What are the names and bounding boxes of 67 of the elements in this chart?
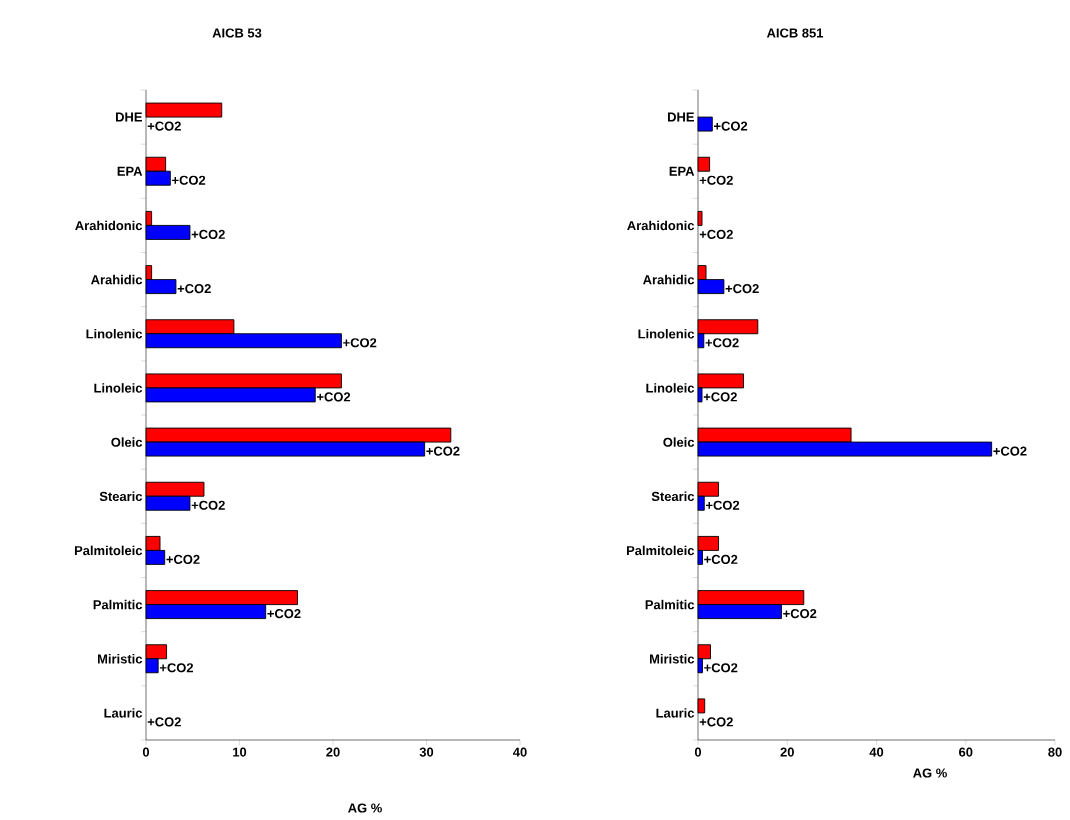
text: +CO2 — [159, 663, 194, 673]
y-tick-label: Arahidic — [90, 274, 143, 285]
y-tick-label: Linoleic — [646, 383, 695, 393]
x-tick-label: 40 — [869, 747, 884, 757]
text: +CO2 — [706, 500, 740, 510]
y-tick-label: Arahidonic — [75, 220, 143, 231]
series-label: +CO2 — [191, 229, 225, 239]
text: +CO2 — [166, 554, 200, 564]
x-axis-title: AG % — [348, 803, 382, 813]
y-tick-label: Linolenic — [638, 328, 695, 339]
text: +CO2 — [177, 283, 211, 294]
chart-title: AICB 53 — [212, 28, 262, 38]
y-tick-label: DHE — [116, 112, 142, 122]
bar — [697, 116, 713, 132]
y-tick-label: Palmitoleic — [626, 545, 695, 556]
y-tick-label: Lauric — [656, 708, 695, 718]
text: +CO2 — [704, 663, 738, 673]
text: +CO2 — [267, 608, 301, 619]
y-tick-label: Stearic — [651, 491, 695, 501]
text: +CO2 — [705, 338, 739, 348]
y-tick-label: Lauric — [104, 708, 143, 718]
text: +CO2 — [993, 446, 1027, 456]
y-tick-label: Stearic — [99, 491, 143, 501]
text: +CO2 — [783, 608, 817, 619]
x-tick-label: 80 — [1048, 747, 1062, 757]
chart-title: AICB 851 — [766, 28, 824, 38]
x-tick-label: 40 — [513, 747, 527, 757]
bar — [697, 698, 706, 714]
y-tick-label: Palmitic — [645, 599, 695, 610]
x-tick-label: 0 — [694, 747, 702, 757]
text: +CO2 — [699, 717, 733, 727]
y-tick-label: Arahidic — [643, 274, 695, 285]
text: +CO2 — [704, 554, 738, 564]
text: +CO2 — [699, 229, 733, 239]
bar — [697, 156, 711, 172]
x-tick-label: 30 — [419, 747, 434, 757]
text: +CO2 — [725, 283, 759, 294]
y-tick-label: EPA — [669, 166, 695, 176]
text: +CO2 — [172, 175, 206, 185]
series-label: +CO2 — [714, 121, 748, 131]
text: +CO2 — [147, 717, 181, 727]
y-tick-label: DHE — [668, 112, 694, 122]
x-tick-label: 20 — [780, 747, 794, 757]
text: +CO2 — [343, 338, 377, 348]
x-tick-label: 0 — [142, 747, 150, 757]
text: +CO2 — [703, 392, 737, 402]
y-tick-label: Oleic — [111, 437, 143, 447]
y-tick-label: Linolenic — [86, 328, 143, 339]
text: +CO2 — [426, 446, 460, 456]
y-tick-label: Linoleic — [94, 383, 143, 393]
bar — [145, 102, 223, 118]
text: +CO2 — [147, 121, 181, 131]
y-tick-label: Palmitic — [93, 599, 143, 610]
y-tick-label: Arahidonic — [627, 220, 695, 231]
text: +CO2 — [699, 175, 733, 185]
y-tick-label: EPA — [117, 166, 143, 176]
y-tick-label: Miristic — [650, 653, 695, 664]
y-tick-label: Miristic — [98, 653, 143, 664]
x-tick-label: 20 — [326, 747, 340, 757]
bar — [697, 210, 703, 226]
x-tick-label: 60 — [959, 747, 973, 757]
x-axis-title: AG % — [913, 768, 947, 778]
y-tick-label: Oleic — [663, 437, 695, 447]
x-tick-label: 10 — [233, 747, 247, 757]
text: +CO2 — [191, 500, 225, 510]
y-tick-label: Palmitoleic — [74, 545, 143, 556]
text: +CO2 — [316, 392, 351, 402]
